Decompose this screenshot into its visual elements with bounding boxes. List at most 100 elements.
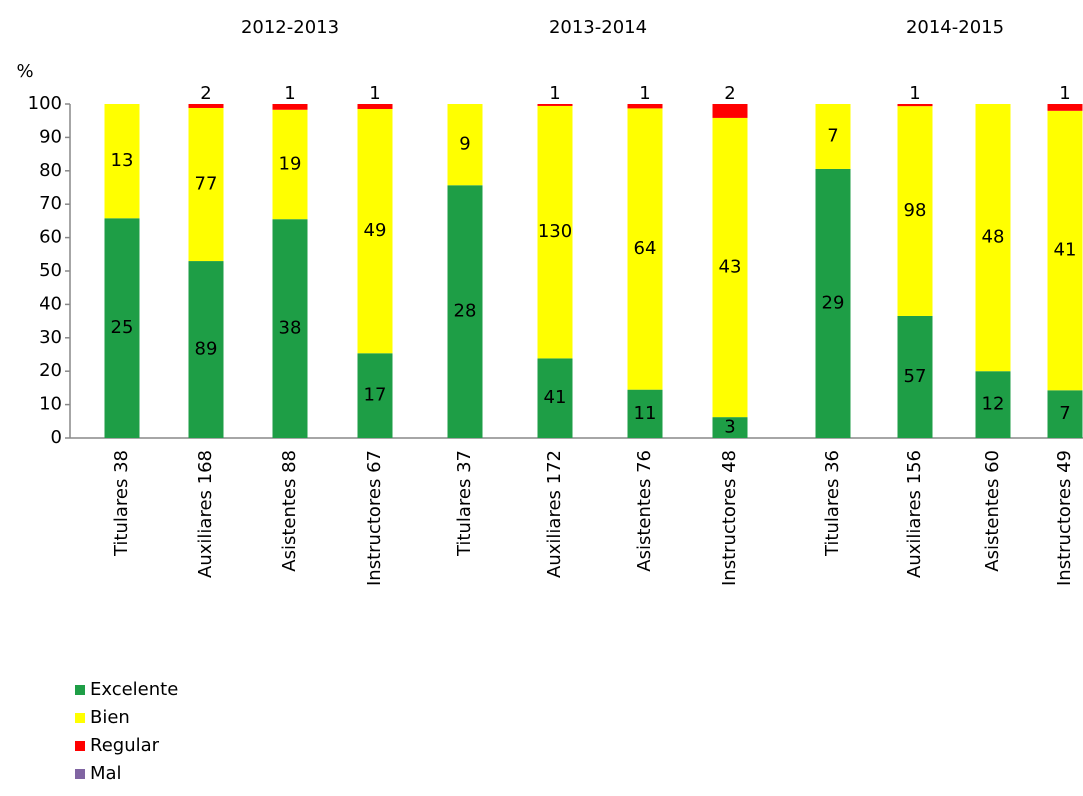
data-label: 1 [639,83,650,104]
data-label: 38 [279,318,302,339]
x-tick-label: Instructores 49 [1054,450,1075,586]
bar-segment [897,104,933,107]
bar-segment [1047,104,1083,111]
bar-segment [357,353,393,438]
data-label: 11 [634,403,657,424]
y-tick-label: 10 [39,394,62,415]
data-label: 41 [1054,240,1077,261]
legend-label: Excelente [90,679,178,700]
bar-segment [188,104,224,108]
bar-segment [712,417,748,438]
data-label: 1 [549,83,560,104]
bar-segment [357,104,393,109]
data-label: 29 [822,292,845,313]
group-title: 2014-2015 [906,17,1004,38]
bar-segment [1047,390,1083,438]
x-tick-label: Asistentes 76 [634,450,655,572]
data-label: 43 [719,257,742,278]
bar-segment [975,371,1011,438]
x-tick-label: Auxiliares 172 [544,450,565,578]
x-tick-label: Auxiliares 168 [195,450,216,578]
bar-segment [712,104,748,118]
bar-segment [627,389,663,438]
data-label: 57 [904,366,927,387]
data-label: 64 [634,238,657,259]
bar-segment [537,104,573,106]
y-tick-label: 80 [39,160,62,181]
data-label: 12 [982,394,1005,415]
bar-segment [815,104,851,169]
bar-segment [272,104,308,110]
bar-segment [1047,110,1083,391]
y-tick-label: 40 [39,293,62,314]
bar-segment [447,104,483,186]
x-tick-label: Titulares 37 [454,450,475,557]
y-tick-label: 50 [39,260,62,281]
bar-segment [975,104,1011,372]
data-label: 2 [724,83,735,104]
data-label: 1 [369,83,380,104]
y-tick-label: 30 [39,327,62,348]
data-label: 25 [111,317,134,338]
bar-segment [104,104,140,219]
data-label: 13 [111,150,134,171]
bar-segment [104,218,140,438]
y-tick-label: 0 [51,427,62,448]
bar-segment [627,108,663,390]
bar-segment [447,185,483,438]
x-tick-label: Auxiliares 156 [904,450,925,578]
data-label: 77 [195,174,218,195]
group-title: 2012-2013 [241,17,339,38]
y-tick-label: 90 [39,126,62,147]
y-axis-label: % [16,61,33,82]
x-tick-label: Asistentes 88 [279,450,300,572]
x-tick-label: Instructores 67 [364,450,385,586]
bar-segment [712,117,748,418]
bar-segment [815,168,851,438]
x-tick-label: Titulares 36 [822,450,843,557]
group-title: 2013-2014 [549,17,647,38]
data-label: 2 [200,83,211,104]
data-label: 3 [724,417,735,438]
legend-label: Mal [90,763,122,784]
data-label: 130 [538,221,572,242]
bar-segment [897,106,933,316]
bar-segment [188,261,224,438]
legend-swatch [75,769,85,779]
bar-segment [897,315,933,438]
data-label: 49 [364,220,387,241]
legend-label: Regular [90,735,160,756]
x-tick-label: Instructores 48 [719,450,740,586]
data-label: 48 [982,227,1005,248]
data-label: 98 [904,200,927,221]
data-label: 7 [827,125,838,146]
data-label: 41 [544,387,567,408]
y-tick-label: 60 [39,227,62,248]
legend-swatch [75,685,85,695]
data-label: 1 [284,83,295,104]
x-tick-label: Titulares 38 [111,450,132,557]
data-label: 17 [364,385,387,406]
bar-segment [537,358,573,438]
legend-swatch [75,741,85,751]
bar-segment [272,219,308,438]
legend-label: Bien [90,707,130,728]
y-tick-label: 70 [39,193,62,214]
data-label: 19 [279,153,302,174]
data-label: 7 [1059,403,1070,424]
bar-segment [627,104,663,109]
data-label: 9 [459,134,470,155]
bar-segment [537,105,573,359]
bar-segment [188,107,224,262]
legend-swatch [75,713,85,723]
bar-segment [357,108,393,354]
data-label: 89 [195,339,218,360]
y-tick-label: 20 [39,360,62,381]
data-label: 1 [1059,83,1070,104]
data-label: 1 [909,83,920,104]
x-tick-label: Asistentes 60 [982,450,1003,572]
bar-segment [272,109,308,220]
data-label: 28 [454,301,477,322]
y-tick-label: 100 [28,93,62,114]
